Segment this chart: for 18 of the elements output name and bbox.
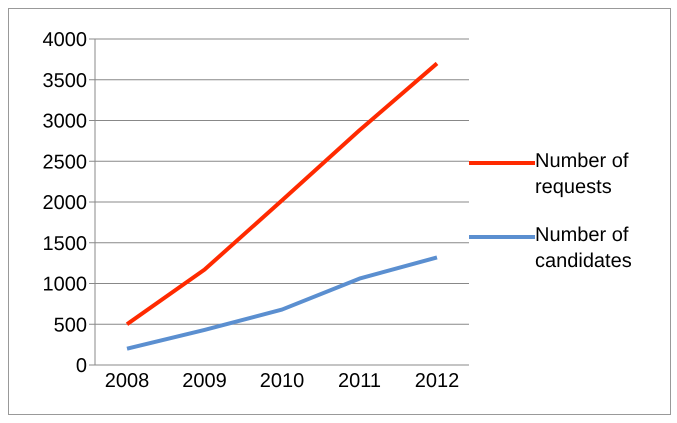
x-tick-label: 2010 bbox=[260, 370, 304, 392]
line-series bbox=[125, 255, 439, 351]
y-tick-label: 3000 bbox=[42, 110, 87, 133]
x-tick-label: 2008 bbox=[104, 370, 150, 392]
y-tick-label: 1000 bbox=[42, 274, 87, 296]
y-tick-label: 0 bbox=[76, 355, 87, 378]
line-series bbox=[125, 61, 439, 326]
x-tick-label: 2009 bbox=[182, 370, 227, 392]
y-tick-label: 1500 bbox=[42, 232, 87, 255]
x-tick-label: 2012 bbox=[414, 370, 460, 392]
x-tick-label: 2011 bbox=[338, 370, 382, 392]
legend-label: Number of candidates bbox=[535, 223, 633, 274]
y-tick-label: 500 bbox=[54, 314, 87, 336]
y-tick-label: 2500 bbox=[42, 151, 87, 174]
legend-label: Number of requests bbox=[535, 149, 630, 200]
y-tick-label: 4000 bbox=[42, 29, 87, 52]
y-tick-label: 2000 bbox=[42, 192, 87, 214]
y-tick-label: 3500 bbox=[42, 70, 87, 92]
